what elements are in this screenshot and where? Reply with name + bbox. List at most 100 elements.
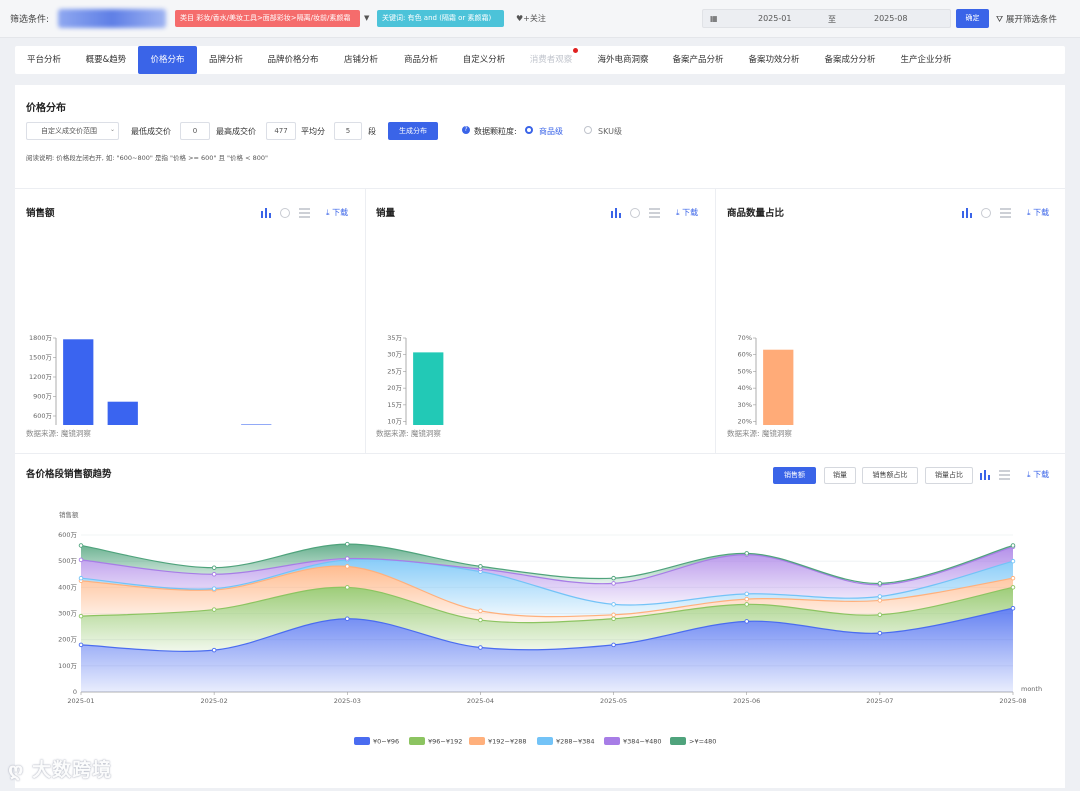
series-line: [80, 565, 1014, 618]
download-icon: ⤓: [1027, 208, 1031, 217]
tab-product[interactable]: 商品分析: [403, 55, 438, 65]
tab-custom[interactable]: 自定义分析: [462, 55, 506, 65]
date-range-picker[interactable]: ▦ 2025-01 至 2025-08: [702, 9, 951, 28]
y-tick-label: 100万: [58, 662, 77, 670]
bar-chart-icon[interactable]: [261, 208, 271, 218]
series-line: [80, 543, 1014, 585]
tab-shop[interactable]: 店铺分析: [343, 55, 378, 65]
data-point: [611, 602, 616, 607]
y-tick-label: 900万: [33, 393, 52, 401]
sales-amount-bar-chart: 0300万600万900万1200万1500万1800万¥0~¥96¥96~¥1…: [29, 334, 272, 425]
table-icon[interactable]: [999, 470, 1010, 480]
data-point: [1010, 585, 1016, 590]
data-source-text: 数据来源: 魔镜洞察: [727, 429, 792, 438]
y-axis-label: 销售额: [59, 510, 79, 519]
divider: [15, 453, 1065, 454]
tab-filing-efficacy[interactable]: 备案功效分析: [748, 55, 800, 65]
pill-sales-amount-share[interactable]: 销售额占比: [862, 467, 918, 484]
data-point: [877, 612, 883, 618]
pie-chart-icon[interactable]: [981, 208, 991, 218]
date-start[interactable]: 2025-01: [758, 14, 792, 23]
data-point: [744, 602, 749, 607]
legend-swatch: [604, 737, 620, 745]
tab-platform[interactable]: 平台分析: [26, 55, 61, 65]
data-point: [478, 564, 483, 569]
y-tick-label: 25万: [387, 367, 402, 375]
x-tick-label: 2025-02: [201, 697, 228, 705]
area-band: [81, 566, 1013, 623]
tab-filing-product[interactable]: 备案产品分析: [672, 55, 724, 65]
trend-title: 各价格段销售额趋势: [26, 469, 112, 480]
pill-sales-volume-share[interactable]: 销量占比: [925, 467, 973, 484]
data-point: [877, 630, 883, 636]
table-icon[interactable]: [1000, 208, 1011, 218]
blurred-filter-value: [58, 9, 166, 28]
tab-overseas[interactable]: 海外电商洞察: [597, 55, 649, 65]
sku-level-label[interactable]: SKU级: [598, 127, 622, 136]
item-count-share-title: 商品数量占比: [727, 208, 785, 219]
category-filter-tag[interactable]: 类目 彩妆/香水/美妆工具>面部彩妆>隔离/妆前/素颜霜: [175, 10, 360, 27]
bar-chart-icon[interactable]: [962, 208, 972, 218]
radio-item-level[interactable]: [525, 126, 533, 134]
pill-sales-volume[interactable]: 销量: [824, 467, 856, 484]
tab-price-distribution[interactable]: 价格分布: [138, 46, 197, 74]
tab-overview[interactable]: 概要&趋势: [85, 55, 127, 65]
divider: [715, 189, 716, 453]
chart-toolbar: ⤓ 下载: [962, 207, 1062, 219]
data-point: [78, 543, 84, 548]
trend-area-chart: 0 100万 200万 300万 400万 500万 600万 销售额 month 2025-01…: [58, 510, 1042, 746]
tab-manufacturer[interactable]: 生产企业分析: [900, 55, 952, 65]
pill-sales-amount[interactable]: 销售额: [773, 467, 816, 484]
download-label: 下载: [1033, 470, 1050, 479]
legend-swatch: [469, 737, 485, 745]
table-icon[interactable]: [649, 208, 660, 218]
data-point: [877, 594, 883, 599]
keyword-filter-tag[interactable]: 关键词: 有色 and (隔霜 or 素颜霜): [377, 10, 504, 27]
item-count-share-bar-chart: 0%10%20%30%40%50%60%70%¥0~¥96¥96~¥192¥19…: [738, 334, 794, 425]
data-point: [611, 642, 616, 648]
y-tick-label: 10万: [387, 418, 402, 425]
data-point: [1010, 606, 1016, 611]
data-point: [78, 613, 84, 619]
x-tick-label: 2025-07: [866, 697, 893, 705]
x-tick-label: 2025-08: [999, 697, 1026, 705]
generate-distribution-button[interactable]: 生成分布: [388, 122, 438, 140]
data-point: [478, 645, 483, 650]
download-label: 下载: [682, 208, 699, 217]
date-end[interactable]: 2025-08: [874, 14, 908, 23]
confirm-button[interactable]: 确定: [956, 9, 989, 28]
sales-volume-title: 销量: [376, 208, 396, 219]
price-range-select[interactable]: 自定义成交价范围: [26, 122, 119, 140]
chevron-down-icon[interactable]: ▼: [364, 14, 370, 22]
bar-chart-icon[interactable]: [980, 470, 990, 480]
pie-chart-icon[interactable]: [280, 208, 290, 218]
tab-filing-ingredient[interactable]: 备案成分分析: [824, 55, 876, 65]
radio-sku-level[interactable]: [584, 126, 592, 134]
area-band: [81, 559, 1013, 617]
item-level-label[interactable]: 商品级: [539, 127, 563, 136]
y-tick-label: 30%: [738, 401, 752, 409]
data-point: [478, 608, 483, 614]
tab-brand-price[interactable]: 品牌价格分布: [267, 55, 319, 65]
area-band: [81, 544, 1013, 585]
download-button[interactable]: ⤓ 下载: [1027, 207, 1049, 218]
y-tick-label: 20万: [387, 384, 402, 392]
help-icon[interactable]: ?: [462, 126, 470, 134]
download-button[interactable]: ⤓ 下载: [326, 207, 348, 218]
expand-filter-button[interactable]: ⛛ 展开筛选条件: [996, 13, 1057, 25]
table-icon[interactable]: [299, 208, 310, 218]
x-tick-label: 2025-04: [467, 697, 494, 705]
tab-consumer[interactable]: 消费者观察: [529, 55, 573, 65]
data-point: [345, 616, 350, 621]
download-button[interactable]: ⤓ 下载: [676, 207, 698, 218]
min-price-input[interactable]: 0: [180, 122, 210, 140]
follow-button[interactable]: ♥+关注: [516, 14, 546, 23]
bar-chart-icon[interactable]: [611, 208, 621, 218]
data-point: [611, 612, 616, 618]
sales-amount-title: 销售额: [26, 208, 55, 219]
split-count-input[interactable]: 5: [334, 122, 362, 140]
tab-brand[interactable]: 品牌分析: [208, 55, 243, 65]
max-price-input[interactable]: 477: [266, 122, 296, 140]
pie-chart-icon[interactable]: [630, 208, 640, 218]
download-button[interactable]: ⤓ 下载: [1027, 469, 1049, 480]
